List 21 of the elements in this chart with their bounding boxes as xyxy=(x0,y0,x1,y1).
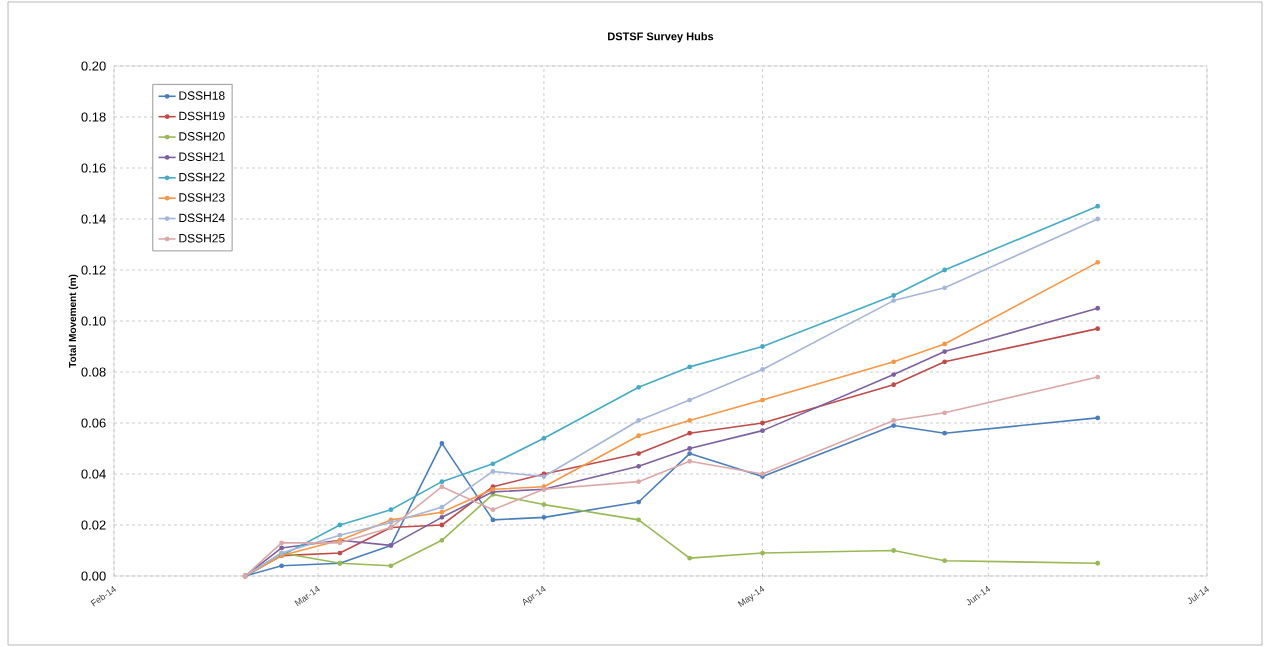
y-tick-label: 0.08 xyxy=(81,367,106,377)
legend-label: DSSH21 xyxy=(179,152,225,161)
y-tick-label: 0.02 xyxy=(81,520,106,530)
y-axis-title: Total Movement (m) xyxy=(68,274,79,368)
chart-title: DSTSF Survey Hubs xyxy=(608,32,714,43)
legend-label: DSSH22 xyxy=(179,172,225,182)
y-tick-label: 0.04 xyxy=(81,469,106,479)
y-tick-label: 0.10 xyxy=(81,316,106,326)
y-tick-label: 0.16 xyxy=(81,163,106,173)
legend-label: DSSH19 xyxy=(179,111,225,121)
legend-label: DSSH20 xyxy=(179,132,225,141)
y-tick-label: 0.14 xyxy=(81,214,106,224)
legend-label: DSSH23 xyxy=(179,193,225,202)
y-tick-label: 0.12 xyxy=(81,265,106,275)
legend-label: DSSH18 xyxy=(179,91,225,100)
y-tick-label: 0.18 xyxy=(81,112,106,122)
y-tick-label: 0.20 xyxy=(81,61,106,71)
y-tick-label: 0.00 xyxy=(81,571,106,581)
legend-label: DSSH24 xyxy=(179,213,225,223)
y-tick-label: 0.06 xyxy=(81,418,106,428)
legend-label: DSSH25 xyxy=(179,234,225,243)
